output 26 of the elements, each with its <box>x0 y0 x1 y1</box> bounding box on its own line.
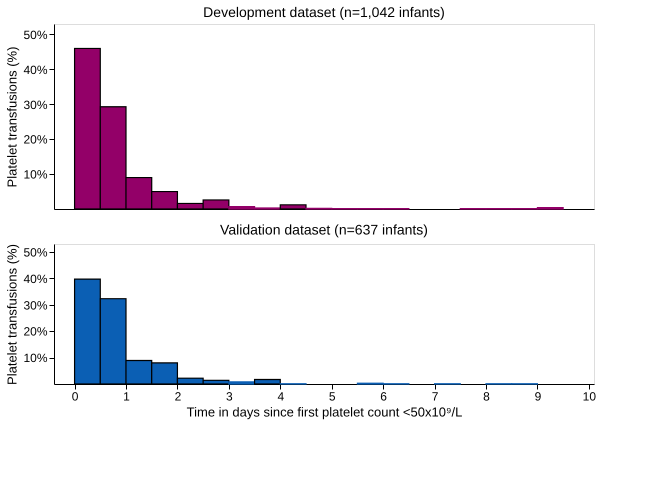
y-axis-title: Platelet transfusions (%) <box>4 46 20 188</box>
x-tick-label: 9 <box>534 390 542 404</box>
y-tick-label: 50% <box>23 28 48 42</box>
y-tick-label: 20% <box>23 324 48 339</box>
x-tick-label: 6 <box>380 390 388 404</box>
y-tick-label: 40% <box>23 272 48 286</box>
y-tick-label: 10% <box>23 351 48 366</box>
y-tick-label: 40% <box>23 62 48 77</box>
x-tick-label: 1 <box>123 390 130 404</box>
x-tick-label: 0 <box>72 390 79 404</box>
y-axis-title: Platelet transfusions (%) <box>4 244 20 385</box>
x-tick-label: 8 <box>483 390 490 404</box>
y-tick-label: 30% <box>23 98 48 112</box>
x-tick-label: 7 <box>432 390 439 404</box>
x-tick-label: 4 <box>277 390 284 404</box>
y-tick-label: 50% <box>23 245 48 260</box>
x-tick-label: 5 <box>328 390 336 404</box>
y-tick-label: 30% <box>23 298 48 312</box>
y-tick-label: 10% <box>23 168 48 182</box>
x-tick-label: 2 <box>174 390 182 404</box>
chart-title: Validation dataset (n=637 infants) <box>220 222 428 238</box>
x-axis-title: Time in days since first platelet count <50x10⁹/L <box>186 404 462 420</box>
chart-title: Development dataset (n=1,042 infants) <box>203 4 445 20</box>
y-tick-label: 20% <box>23 132 48 147</box>
x-tick-label: 3 <box>226 390 234 404</box>
x-tick-label: 10 <box>582 390 596 404</box>
